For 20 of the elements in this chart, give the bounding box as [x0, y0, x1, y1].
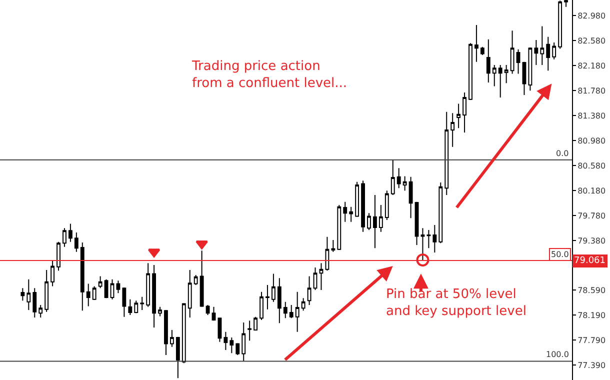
annotation: Trading price action from a confluent level... — [191, 59, 348, 91]
y-tick-label: 82.180 — [578, 61, 606, 70]
annotation: 100.0 — [546, 350, 569, 359]
y-tick-label: 81.380 — [578, 111, 606, 120]
annotation: 50.0 — [551, 250, 569, 259]
y-tick-label: 80.180 — [578, 186, 606, 196]
y-tick-label: 81.780 — [578, 86, 606, 96]
y-tick-label: 77.790 — [578, 336, 606, 345]
y-tick-label: 80.580 — [578, 161, 606, 170]
annotation: Pin bar at 50% level and key support level — [386, 287, 526, 319]
y-tick-label: 78.590 — [578, 286, 606, 295]
y-tick-label: 78.190 — [578, 310, 606, 320]
y-tick-label: 79.780 — [578, 211, 606, 220]
y-tick-label: 79.380 — [578, 236, 606, 246]
ref-line-label: 79.061 — [574, 256, 606, 266]
annotation: 0.0 — [556, 149, 569, 158]
y-tick-label: 80.980 — [578, 136, 606, 146]
y-tick-label: 77.390 — [578, 360, 606, 370]
y-tick-label: 82.580 — [578, 36, 606, 46]
y-tick-label: 82.980 — [578, 11, 606, 20]
